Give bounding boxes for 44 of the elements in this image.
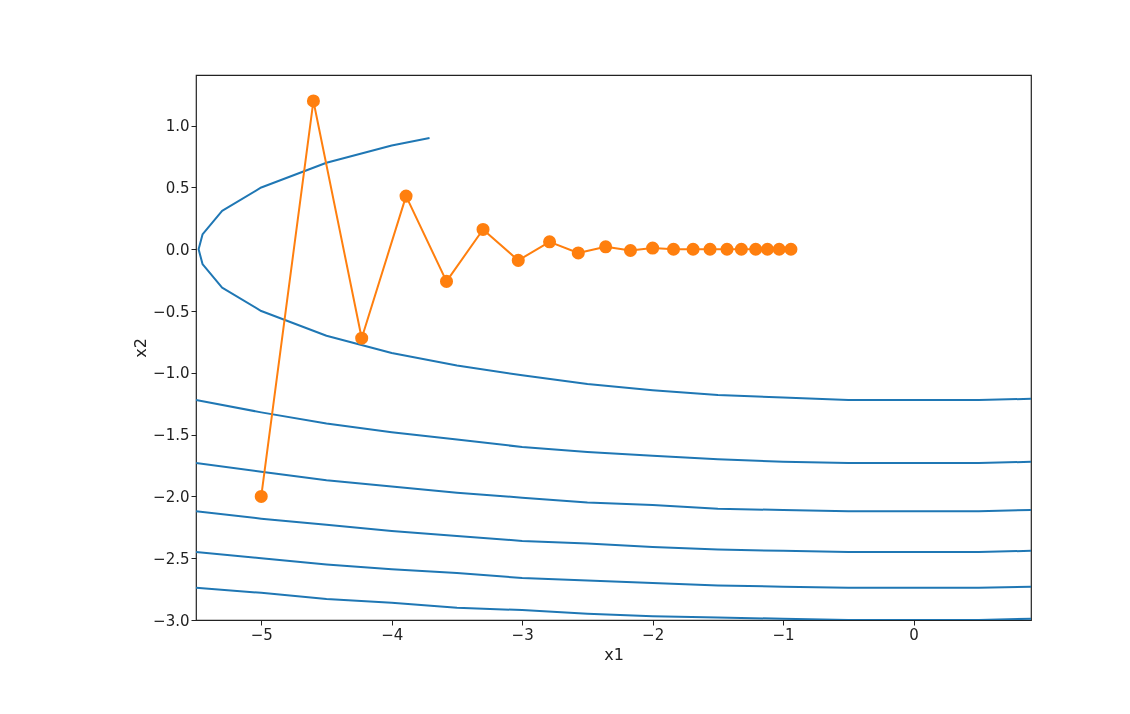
point xyxy=(355,331,369,345)
y-tick-label: −2.5 xyxy=(153,549,190,568)
y-tick-label: −3.0 xyxy=(153,611,190,630)
point xyxy=(543,235,557,249)
y-axis-title: x2 xyxy=(131,338,151,358)
point xyxy=(686,242,700,256)
point xyxy=(476,222,490,236)
x-tick-label: −5 xyxy=(250,625,273,644)
x-tick-label: −1 xyxy=(772,625,795,644)
point xyxy=(703,242,717,256)
point xyxy=(749,242,763,256)
point xyxy=(720,242,734,256)
line-series xyxy=(196,586,1031,620)
point xyxy=(599,240,613,254)
y-tick-label: 0.0 xyxy=(165,240,190,259)
point xyxy=(254,489,268,503)
point xyxy=(571,246,585,260)
point xyxy=(439,274,454,288)
y-tick-label: −0.5 xyxy=(153,302,190,321)
point xyxy=(511,253,525,267)
y-tick-label: 1.0 xyxy=(165,117,190,136)
y-tick-label: −1.0 xyxy=(153,364,190,383)
point xyxy=(734,242,748,256)
y-tick-label: 0.5 xyxy=(165,178,190,197)
point xyxy=(306,94,320,108)
x-tick-label: −2 xyxy=(642,625,665,644)
point xyxy=(646,241,660,255)
x-tick-label: −4 xyxy=(381,625,404,644)
point xyxy=(623,243,637,257)
point xyxy=(772,242,786,256)
point xyxy=(399,189,413,203)
x-tick-label: 0 xyxy=(909,625,919,644)
y-tick-label: −2.0 xyxy=(153,487,190,506)
line-series xyxy=(196,510,1031,554)
y-tick-label: −1.5 xyxy=(153,426,190,445)
line-series xyxy=(196,399,1031,465)
line-series xyxy=(196,551,1031,589)
point xyxy=(784,242,798,256)
point xyxy=(760,242,774,256)
line-series xyxy=(196,462,1031,513)
line-series xyxy=(197,137,1031,402)
point xyxy=(667,242,681,256)
x-tick-label: −3 xyxy=(511,625,534,644)
x-axis-title: x1 xyxy=(604,644,624,664)
